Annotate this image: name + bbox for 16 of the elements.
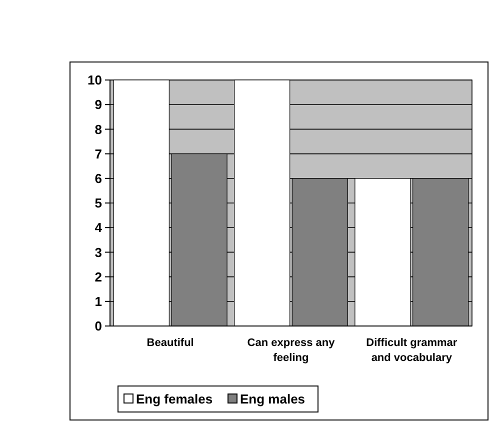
y-tick-label: 1 (94, 294, 102, 309)
y-tick-label: 9 (94, 97, 102, 112)
y-tick-label: 6 (94, 170, 102, 186)
y-tick-label: 5 (94, 196, 102, 211)
y-tick-label: 3 (94, 244, 102, 260)
y-tick-label: 7 (94, 146, 102, 162)
y-tick-label: 4 (94, 220, 103, 236)
y-tick-label: 10 (88, 72, 102, 88)
y-tick-label: 2 (94, 269, 102, 284)
x-tick-label: Can express any feeling (247, 337, 336, 364)
x-tick-label: Difficult grammar and vocabulary (366, 337, 458, 364)
x-tick-label: Beautiful (146, 337, 194, 349)
y-tick-label: 8 (94, 122, 102, 137)
legend-label: Eng males (240, 392, 306, 407)
y-tick-label: 0 (94, 318, 102, 334)
legend-label: Eng females (136, 392, 213, 407)
